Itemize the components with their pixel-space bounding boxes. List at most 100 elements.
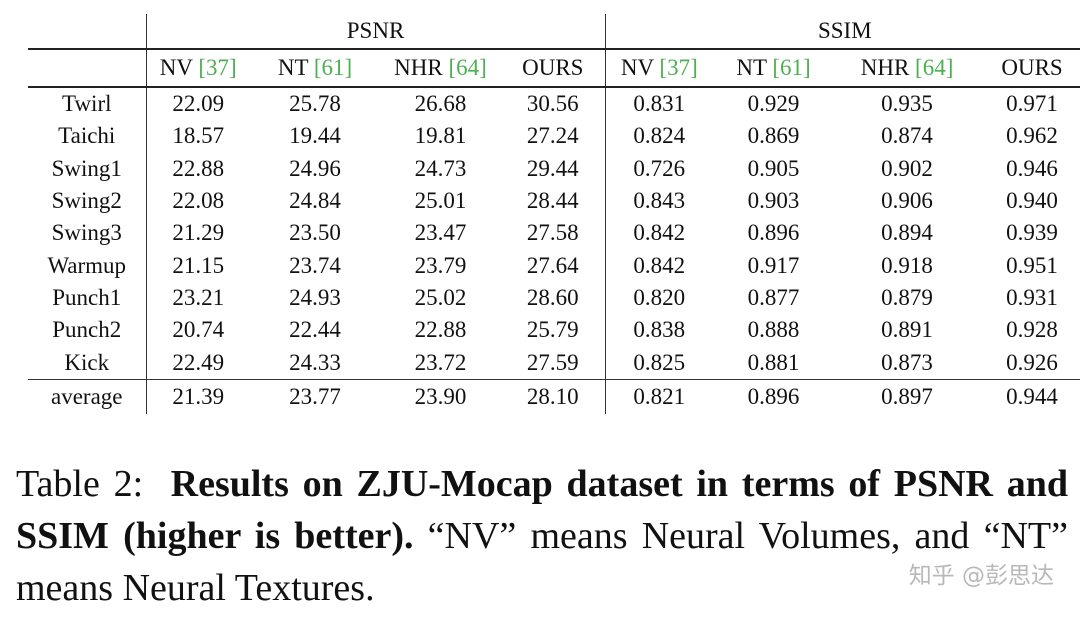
ssim-value-ours: 0.951 <box>1006 252 1058 278</box>
psnr-value-nt: 19.44 <box>289 123 341 149</box>
psnr-value-ours: 27.24 <box>501 120 606 153</box>
psnr-value-nt: 23.50 <box>289 220 341 246</box>
psnr-value-ours: 29.44 <box>501 152 606 185</box>
psnr-value-nt: 24.33 <box>289 349 341 375</box>
psnr-value-nt: 25.78 <box>289 91 341 117</box>
citation-link[interactable]: [64] <box>915 55 954 80</box>
ssim-value-nt: 0.896 <box>747 220 800 246</box>
corner-cell <box>28 14 147 50</box>
ssim-value-nv: 0.843 <box>633 188 686 214</box>
psnr-method-header-nv: NV [37] <box>146 49 250 88</box>
ssim-value-nv: 0.824 <box>633 123 686 149</box>
psnr-value-nhr: 23.47 <box>414 220 467 246</box>
ssim-value-ours: 0.946 <box>1006 155 1058 181</box>
psnr-value-nv: 21.29 <box>172 220 225 246</box>
psnr-value-nhr: 25.01 <box>414 188 467 214</box>
row-label: Swing1 <box>28 152 147 185</box>
row-label: Punch2 <box>28 314 147 347</box>
ssim-value-nt: 0.905 <box>747 155 800 181</box>
citation-link[interactable]: [61] <box>313 55 353 80</box>
psnr-value-nt: 22.44 <box>289 317 341 343</box>
ssim-value-nhr: 0.935 <box>881 91 933 117</box>
table-row: Swing2 22.08 24.84 25.01 28.44 0.843 0.903 0.90… <box>28 184 1080 218</box>
ssim-value-nt: 0.917 <box>747 252 800 278</box>
ssim-method-header-nv: NV [37] <box>605 49 714 88</box>
ssim-value-nt: 0.896 <box>713 378 835 414</box>
ssim-value-nt: 0.903 <box>747 188 800 214</box>
psnr-value-nv: 22.09 <box>172 91 225 117</box>
table-row: Kick 22.49 24.33 23.72 27.59 0.825 0.881 0.873 0… <box>28 346 1080 380</box>
ssim-value-nhr: 0.902 <box>881 155 933 181</box>
ssim-value-nv: 0.820 <box>633 284 686 310</box>
ssim-value-nt: 0.888 <box>747 317 800 343</box>
ssim-value-nhr: 0.891 <box>881 317 933 343</box>
psnr-value-nv: 22.08 <box>172 188 225 214</box>
method-name: OURS <box>522 55 584 80</box>
ssim-method-header-nt: NT [61] <box>713 49 835 88</box>
citation-link[interactable]: [64] <box>448 55 487 80</box>
method-name: NV <box>620 55 654 80</box>
ssim-value-nhr: 0.874 <box>881 123 933 149</box>
table-row: Punch2 20.74 22.44 22.88 25.79 0.838 0.888 0.89… <box>28 314 1080 347</box>
psnr-value-nv: 22.88 <box>172 155 225 181</box>
psnr-value-nv: 21.39 <box>146 378 250 414</box>
ssim-value-nt: 0.877 <box>747 284 800 310</box>
psnr-value-nt: 23.77 <box>250 378 380 414</box>
psnr-method-header-nhr: NHR [64] <box>380 49 501 88</box>
citation-link[interactable]: [37] <box>198 55 237 80</box>
psnr-value-nv: 22.49 <box>172 349 225 375</box>
caption-bold-text: Results on ZJU-Mocap dataset in terms of… <box>16 463 1069 557</box>
citation-link[interactable]: [37] <box>659 55 698 80</box>
psnr-value-nhr: 25.02 <box>414 284 467 310</box>
ssim-value-nhr: 0.879 <box>881 284 933 310</box>
psnr-group-header: PSNR <box>146 14 606 50</box>
psnr-value-nv: 20.74 <box>172 317 225 343</box>
ssim-group-header: SSIM <box>605 14 1080 50</box>
method-name: NV <box>159 55 193 80</box>
row-label: Taichi <box>28 120 147 153</box>
results-table: PSNR SSIM NV [37] NT [61] NHR [64] OURS NV [… <box>28 14 1080 414</box>
row-label: average <box>28 378 147 414</box>
method-name: NHR <box>394 55 443 80</box>
ssim-value-nv: 0.726 <box>633 155 686 181</box>
ssim-value-nt: 0.869 <box>747 123 800 149</box>
table-row: Swing3 21.29 23.50 23.47 27.58 0.842 0.896 0.89… <box>28 217 1080 250</box>
average-row: average 21.39 23.77 23.90 28.10 0.821 0.896 0.8… <box>28 378 1080 414</box>
table-caption: Table 2: Results on ZJU-Mocap dataset in… <box>16 458 1068 614</box>
psnr-value-ours: 27.64 <box>501 249 606 282</box>
citation-link[interactable]: [61] <box>772 55 811 80</box>
psnr-value-nhr: 23.72 <box>414 349 467 375</box>
ssim-value-nhr: 0.897 <box>834 378 981 414</box>
psnr-value-ours: 28.60 <box>501 281 606 315</box>
watermark: 知乎 @彭思达 <box>908 563 1054 589</box>
ssim-value-nt: 0.929 <box>747 91 800 117</box>
psnr-value-nt: 24.84 <box>289 188 341 214</box>
psnr-value-nv: 21.15 <box>172 252 225 278</box>
psnr-method-header-nt: NT [61] <box>250 49 380 88</box>
method-name: NT <box>277 55 309 80</box>
ssim-value-ours: 0.928 <box>1006 317 1058 343</box>
caption-rest-text: “NV” means Neural Volumes, and “NT” mean… <box>16 515 1068 609</box>
table-row: Swing1 22.88 24.96 24.73 29.44 0.726 0.905 0.90… <box>28 152 1080 185</box>
corner-cell <box>28 49 147 88</box>
ssim-value-ours: 0.944 <box>980 378 1080 414</box>
psnr-value-ours: 28.44 <box>501 184 606 218</box>
ssim-value-nhr: 0.906 <box>881 188 933 214</box>
ssim-value-nv: 0.842 <box>633 220 686 246</box>
row-label: Kick <box>28 346 147 380</box>
psnr-value-ours: 28.10 <box>501 378 606 414</box>
psnr-value-nt: 24.93 <box>289 284 341 310</box>
psnr-value-nhr: 23.90 <box>380 378 501 414</box>
row-label: Swing2 <box>28 184 147 218</box>
method-name: OURS <box>1001 55 1063 80</box>
method-name: NHR <box>860 55 910 80</box>
method-header-row: NV [37] NT [61] NHR [64] OURS NV [37] NT [61]… <box>28 49 1080 88</box>
ssim-method-header-nhr: NHR [64] <box>834 49 981 88</box>
ssim-value-nv: 0.821 <box>605 378 714 414</box>
psnr-value-ours: 30.56 <box>501 87 606 121</box>
row-label: Swing3 <box>28 217 147 250</box>
ssim-value-ours: 0.931 <box>1006 284 1058 310</box>
ssim-value-ours: 0.926 <box>1006 349 1058 375</box>
psnr-value-nhr: 19.81 <box>414 123 467 149</box>
psnr-value-nv: 23.21 <box>172 284 225 310</box>
